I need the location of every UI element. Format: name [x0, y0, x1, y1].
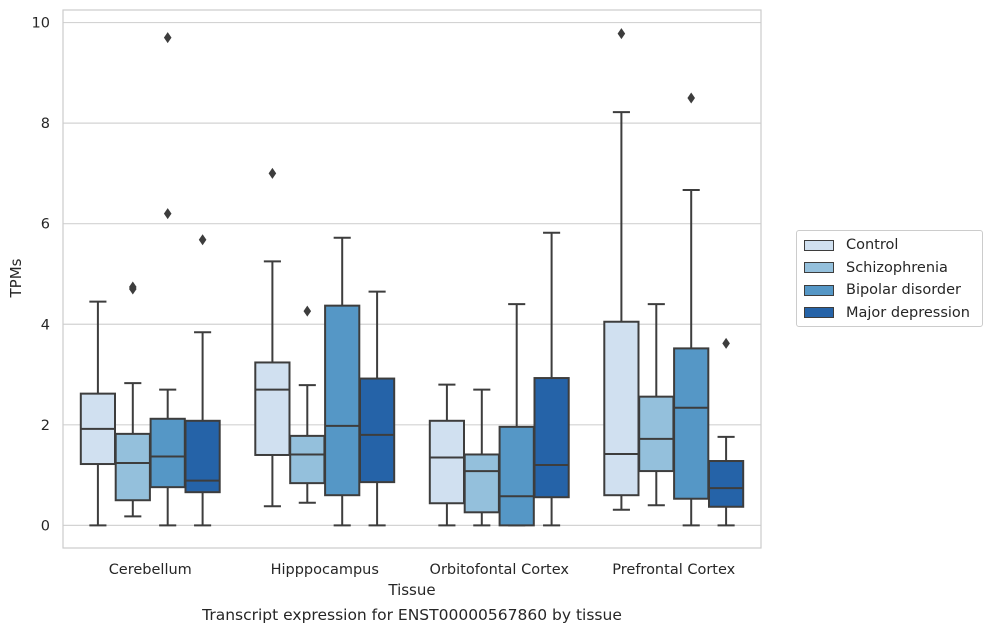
- legend-label: Major depression: [846, 304, 970, 321]
- box-group: [533, 231, 570, 527]
- box-group: [638, 303, 675, 507]
- box-iqr: [114, 432, 151, 502]
- box-iqr: [289, 434, 326, 485]
- legend-label: Bipolar disorder: [846, 282, 961, 298]
- x-tick-label: Orbitofontal Cortex: [430, 562, 570, 578]
- box-iqr: [638, 395, 675, 473]
- box-group: [184, 234, 221, 527]
- legend-swatch: [804, 284, 834, 296]
- x-tick-label: Cerebellum: [109, 562, 192, 578]
- outlier-point: [163, 208, 172, 220]
- box-group: [254, 167, 291, 508]
- box-group: [707, 337, 745, 527]
- box-group: [324, 236, 361, 527]
- y-tick-label: 6: [41, 217, 50, 233]
- outlier-point: [617, 28, 626, 40]
- legend-item: Schizophrenia: [804, 260, 948, 276]
- x-axis-label: Tissue: [387, 581, 435, 599]
- box-iqr: [324, 304, 361, 497]
- box-iqr: [254, 361, 291, 456]
- box-group: [428, 383, 466, 527]
- legend-label: Control: [846, 237, 899, 253]
- plot-frame: [62, 9, 762, 549]
- box-group: [498, 303, 535, 527]
- x-tick-label: Prefrontal Cortex: [612, 562, 735, 578]
- box-iqr: [707, 460, 745, 508]
- outlier-point: [129, 281, 137, 293]
- y-tick-label: 2: [41, 418, 50, 434]
- box-group: [114, 281, 151, 518]
- y-axis-label: TPMs: [7, 258, 25, 298]
- legend-item: Control: [804, 237, 898, 253]
- box-marks: [79, 28, 745, 527]
- box-iqr: [463, 453, 500, 514]
- box-group: [603, 28, 640, 511]
- box-iqr: [149, 417, 186, 489]
- outlier-point: [198, 234, 207, 246]
- x-tick-labels: Cerebellum Hipppocampus Orbitofontal Corte…: [109, 562, 736, 578]
- outlier-point: [303, 305, 312, 317]
- box-iqr: [428, 419, 466, 505]
- outlier-point: [722, 337, 730, 349]
- y-tick-label: 10: [32, 16, 50, 32]
- legend-label: Schizophrenia: [846, 259, 948, 276]
- y-tick-label: 8: [41, 116, 50, 132]
- y-tick-labels: 0 2 4 6 8 10: [32, 16, 50, 535]
- outlier-point: [687, 92, 695, 104]
- outlier-point: [268, 167, 277, 179]
- box-group: [79, 300, 117, 527]
- chart-caption: Transcript expression for ENST0000056786…: [202, 606, 622, 624]
- box-iqr: [358, 377, 396, 484]
- legend-swatch: [804, 239, 834, 251]
- legend-swatch: [804, 262, 834, 273]
- box-group: [673, 92, 710, 527]
- box-iqr: [498, 425, 535, 527]
- legend: Control Schizophrenia Bipolar disorder Majo…: [796, 230, 983, 327]
- box-group: [289, 305, 326, 504]
- y-tick-label: 4: [41, 317, 50, 333]
- box-iqr: [603, 320, 640, 497]
- box-group: [358, 290, 396, 527]
- x-tick-label: Hipppocampus: [271, 562, 379, 578]
- outlier-point: [163, 32, 172, 44]
- legend-item: Major depression: [804, 305, 970, 321]
- box-iqr: [673, 347, 710, 500]
- legend-item: Bipolar disorder: [804, 282, 961, 298]
- box-iqr: [533, 377, 570, 499]
- y-tick-label: 0: [41, 518, 50, 534]
- legend-swatch: [804, 307, 834, 318]
